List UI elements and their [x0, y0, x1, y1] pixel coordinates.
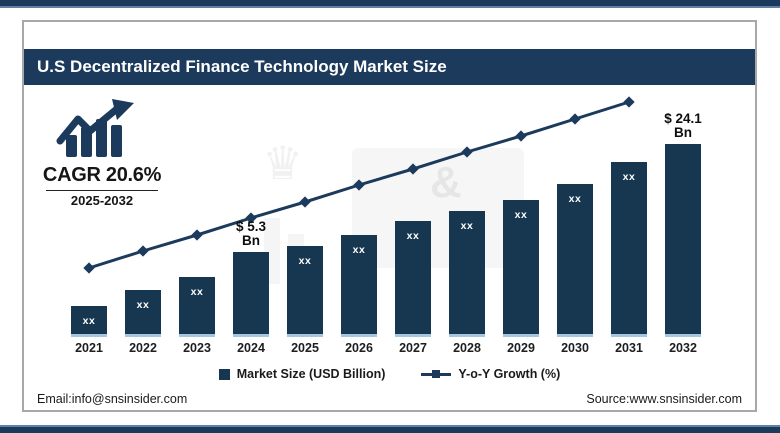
x-axis-label-2026: 2026	[345, 341, 373, 355]
bar-value-label: xx	[460, 220, 474, 232]
top-banner-accent-line	[0, 6, 780, 8]
legend-label-market-size: Market Size (USD Billion)	[236, 367, 386, 381]
x-axis-label-2024: 2024	[237, 341, 265, 355]
market-size-bar-2022: xx	[125, 290, 161, 337]
x-axis-label-2027: 2027	[399, 341, 427, 355]
bar-value-label: xx	[190, 286, 204, 298]
chart-plot-area: xx xx xx $ 5.3 Bn xx xx xx xx xx xx xx $ 24.1 Bn 2021…	[62, 92, 710, 364]
bar-column-2030: xx	[548, 92, 602, 337]
chart-title: U.S Decentralized Finance Technology Mar…	[37, 57, 447, 76]
bar-value-label: xx	[298, 255, 312, 267]
bar-column-2029: xx	[494, 92, 548, 337]
legend-label-yoy-growth: Y-o-Y Growth (%)	[458, 367, 561, 381]
x-axis-label-2031: 2031	[615, 341, 643, 355]
source-text: Source:www.snsinsider.com	[586, 392, 742, 406]
legend-item-yoy-growth: Y-o-Y Growth (%)	[421, 367, 560, 381]
line-marker-square-icon	[432, 369, 441, 378]
bar-column-2026: xx	[332, 92, 386, 337]
bar-value-label: xx	[82, 315, 96, 327]
card-footer: Email:info@snsinsider.com Source:www.sns…	[37, 392, 742, 406]
bottom-banner-accent-line	[0, 425, 780, 427]
bar-column-2023: xx	[170, 92, 224, 337]
bars-container: xx xx xx $ 5.3 Bn xx xx xx xx xx xx xx $ 24.1 Bn	[62, 92, 710, 337]
market-size-bar-2032	[665, 144, 701, 337]
line-series-marker-icon	[421, 369, 452, 378]
bar-value-label: xx	[514, 209, 528, 221]
yoy-growth-line	[83, 96, 635, 274]
bar-value-label: xx	[352, 244, 366, 256]
value-callout-2032: $ 24.1 Bn	[664, 110, 702, 141]
market-size-bar-2024	[233, 252, 269, 337]
bar-value-label: xx	[622, 171, 636, 183]
chart-card: ♛ & U.S Decentralized Finance Technology…	[22, 20, 757, 412]
chart-title-bar: U.S Decentralized Finance Technology Mar…	[24, 49, 755, 85]
x-axis-label-2025: 2025	[291, 341, 319, 355]
bar-column-2027: xx	[386, 92, 440, 337]
contact-email-text: Email:info@snsinsider.com	[37, 392, 188, 406]
bar-column-2028: xx	[440, 92, 494, 337]
x-axis-label-2028: 2028	[453, 341, 481, 355]
growth-chart-icon	[56, 99, 134, 157]
bar-series-swatch-icon	[218, 368, 230, 380]
cagr-value: CAGR 20.6%	[42, 164, 162, 186]
market-size-bar-2025: xx	[287, 246, 323, 337]
bar-column-2021: xx	[62, 92, 116, 337]
market-size-bar-2021: xx	[71, 306, 107, 337]
bottom-banner-strip	[0, 425, 780, 433]
market-size-bar-2030: xx	[557, 184, 593, 337]
legend: Market Size (USD Billion) Y-o-Y Growth (…	[24, 367, 755, 381]
top-banner-strip	[0, 0, 780, 6]
market-size-bar-2026: xx	[341, 235, 377, 337]
bar-value-label: xx	[568, 193, 582, 205]
bar-column-2022: xx	[116, 92, 170, 337]
x-axis-label-2022: 2022	[129, 341, 157, 355]
x-axis-label-2030: 2030	[561, 341, 589, 355]
market-size-bar-2027: xx	[395, 221, 431, 337]
x-axis-label-2023: 2023	[183, 341, 211, 355]
value-callout-2024: $ 5.3 Bn	[235, 218, 267, 249]
bar-column-2025: xx	[278, 92, 332, 337]
market-size-bar-2028: xx	[449, 211, 485, 337]
x-axis-label-2029: 2029	[507, 341, 535, 355]
legend-item-market-size: Market Size (USD Billion)	[218, 367, 386, 381]
bar-column-2032: $ 24.1 Bn	[656, 92, 710, 337]
x-axis-label-2032: 2032	[669, 341, 697, 355]
x-axis-labels: 2021 2022 2023 2024 2025 2026 2027 2028 2029 2030…	[62, 341, 710, 355]
bar-column-2031: xx	[602, 92, 656, 337]
line-diamond-marker	[191, 229, 203, 241]
cagr-divider	[46, 190, 158, 191]
market-size-bar-2029: xx	[503, 200, 539, 337]
cagr-period: 2025-2032	[70, 193, 134, 208]
cagr-block: CAGR 20.6% 2025-2032	[32, 99, 172, 208]
bar-column-2024: $ 5.3 Bn	[224, 92, 278, 337]
market-size-bar-2023: xx	[179, 277, 215, 337]
bar-value-label: xx	[136, 299, 150, 311]
bar-value-label: xx	[406, 230, 420, 242]
x-axis-label-2021: 2021	[75, 341, 103, 355]
bottom-banner-bar	[0, 427, 780, 433]
market-size-bar-2031: xx	[611, 162, 647, 337]
